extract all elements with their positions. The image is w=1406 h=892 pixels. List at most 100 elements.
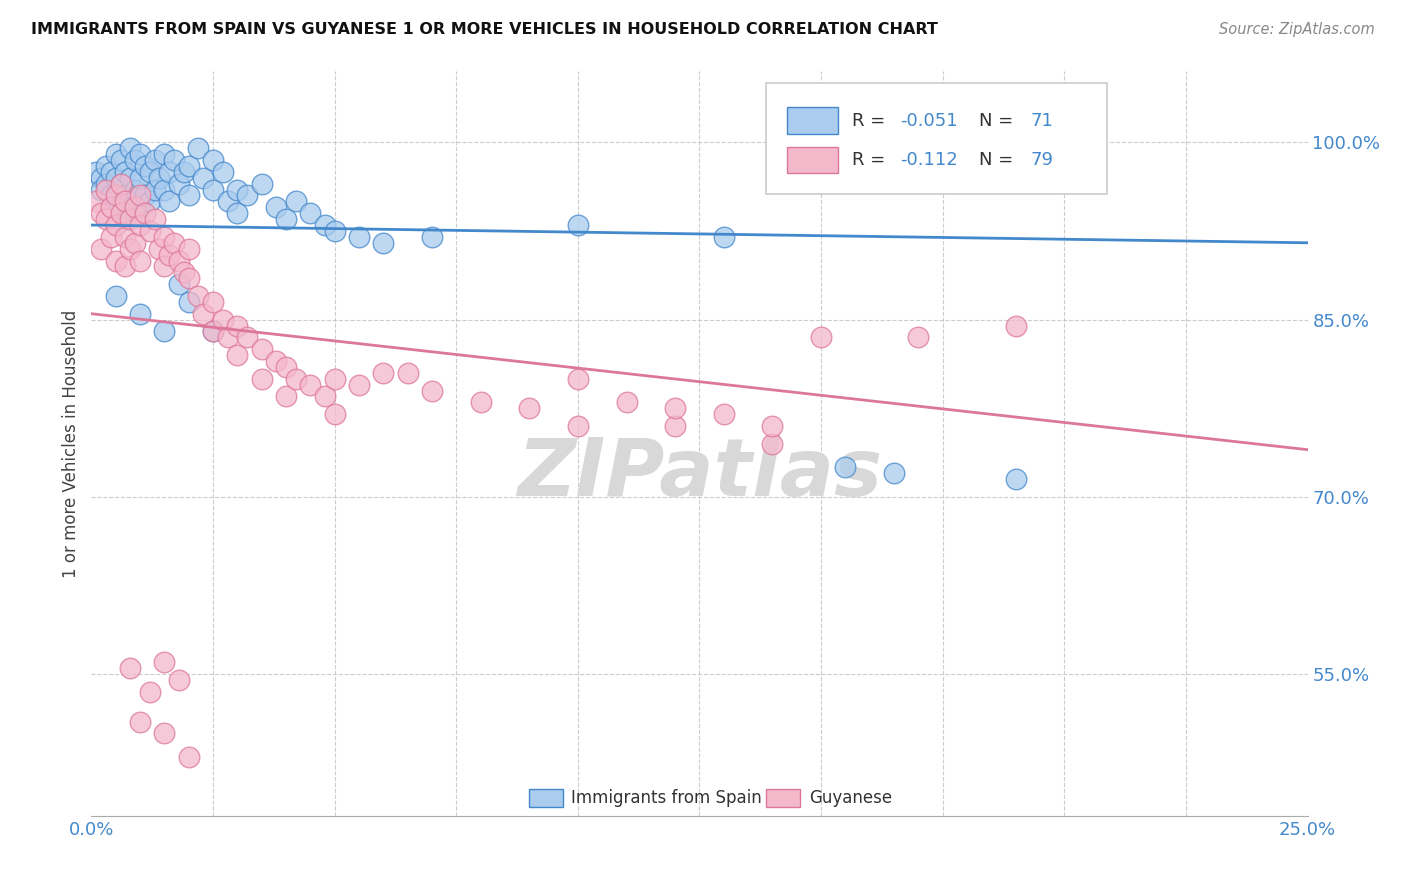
Point bbox=[177, 159, 200, 173]
Point bbox=[129, 307, 152, 321]
Point bbox=[124, 235, 146, 250]
Point bbox=[761, 419, 783, 434]
Point bbox=[153, 656, 176, 670]
Point bbox=[347, 230, 370, 244]
Point bbox=[373, 366, 395, 380]
Point bbox=[110, 177, 132, 191]
Point bbox=[134, 206, 156, 220]
Text: -0.051: -0.051 bbox=[900, 112, 957, 129]
Point bbox=[104, 170, 127, 185]
Point bbox=[567, 218, 589, 232]
Point bbox=[177, 294, 200, 309]
Point bbox=[153, 230, 176, 244]
Point bbox=[173, 165, 195, 179]
Point bbox=[100, 230, 122, 244]
Point bbox=[114, 212, 136, 227]
Point bbox=[217, 330, 239, 344]
Point bbox=[100, 200, 122, 214]
Point bbox=[104, 147, 127, 161]
Point bbox=[94, 212, 117, 227]
Point bbox=[202, 183, 225, 197]
Text: 79: 79 bbox=[1031, 151, 1053, 169]
Point bbox=[153, 726, 176, 740]
Point bbox=[274, 359, 297, 374]
Point bbox=[1004, 318, 1026, 333]
FancyBboxPatch shape bbox=[766, 83, 1107, 194]
Point bbox=[129, 253, 152, 268]
Point bbox=[157, 194, 180, 209]
Point bbox=[236, 330, 259, 344]
Point bbox=[236, 188, 259, 202]
Point bbox=[517, 401, 540, 416]
Point bbox=[120, 141, 142, 155]
Point bbox=[284, 194, 307, 209]
Text: Immigrants from Spain: Immigrants from Spain bbox=[571, 789, 761, 806]
Point bbox=[100, 165, 122, 179]
Point bbox=[104, 218, 127, 232]
Text: 71: 71 bbox=[1031, 112, 1053, 129]
Point bbox=[163, 153, 186, 167]
Point bbox=[139, 685, 162, 699]
Point bbox=[323, 224, 346, 238]
Point bbox=[314, 389, 336, 403]
Point bbox=[193, 170, 215, 185]
Point bbox=[664, 401, 686, 416]
Point bbox=[202, 294, 225, 309]
Point bbox=[193, 307, 215, 321]
Point bbox=[129, 218, 152, 232]
Point bbox=[713, 230, 735, 244]
Point bbox=[226, 183, 249, 197]
Point bbox=[100, 188, 122, 202]
Point bbox=[114, 165, 136, 179]
Point bbox=[274, 389, 297, 403]
Point bbox=[810, 330, 832, 344]
Point bbox=[226, 318, 249, 333]
Point bbox=[129, 170, 152, 185]
Point bbox=[202, 325, 225, 339]
Point bbox=[114, 194, 136, 209]
Point bbox=[274, 212, 297, 227]
Point bbox=[120, 194, 142, 209]
Point bbox=[373, 235, 395, 250]
Point bbox=[173, 265, 195, 279]
Point bbox=[110, 153, 132, 167]
Point bbox=[94, 177, 117, 191]
Point bbox=[284, 372, 307, 386]
Point bbox=[167, 673, 190, 688]
Point bbox=[124, 153, 146, 167]
Point bbox=[124, 200, 146, 214]
Point bbox=[120, 212, 142, 227]
Point bbox=[114, 230, 136, 244]
Point bbox=[124, 183, 146, 197]
Point bbox=[110, 177, 132, 191]
Point bbox=[90, 242, 112, 256]
Point bbox=[143, 183, 166, 197]
Point bbox=[567, 372, 589, 386]
Point bbox=[202, 153, 225, 167]
Point bbox=[148, 242, 170, 256]
Point bbox=[202, 325, 225, 339]
Text: IMMIGRANTS FROM SPAIN VS GUYANESE 1 OR MORE VEHICLES IN HOUSEHOLD CORRELATION CH: IMMIGRANTS FROM SPAIN VS GUYANESE 1 OR M… bbox=[31, 22, 938, 37]
Point bbox=[177, 188, 200, 202]
Point bbox=[299, 377, 322, 392]
Point bbox=[148, 170, 170, 185]
Point bbox=[139, 194, 162, 209]
Point bbox=[120, 170, 142, 185]
Point bbox=[153, 147, 176, 161]
Point bbox=[129, 714, 152, 729]
Point bbox=[84, 194, 107, 209]
Point bbox=[153, 325, 176, 339]
Point bbox=[129, 188, 152, 202]
Point bbox=[134, 159, 156, 173]
Point bbox=[420, 384, 443, 398]
Point bbox=[90, 183, 112, 197]
Point bbox=[211, 312, 233, 326]
Point bbox=[114, 188, 136, 202]
Point bbox=[834, 460, 856, 475]
Text: R =: R = bbox=[852, 151, 890, 169]
Point bbox=[187, 141, 209, 155]
Text: N =: N = bbox=[979, 151, 1019, 169]
Point bbox=[396, 366, 419, 380]
Point bbox=[187, 289, 209, 303]
Point bbox=[177, 750, 200, 764]
